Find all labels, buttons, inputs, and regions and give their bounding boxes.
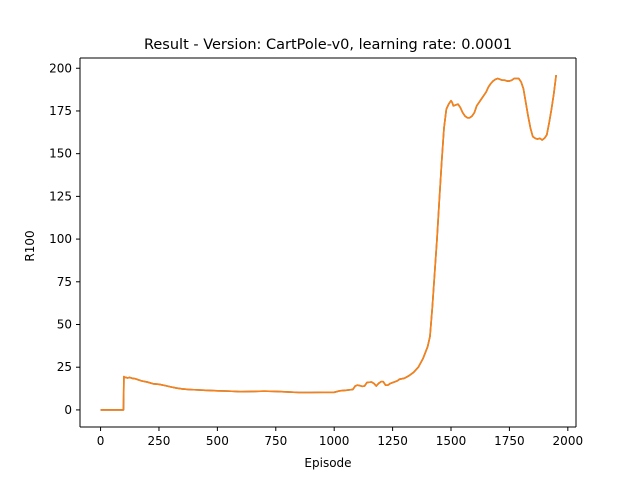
series-layer [100, 74, 557, 411]
series-line-0 [100, 74, 557, 411]
plot-area [80, 58, 576, 427]
y-tick-label: 150 [49, 147, 72, 161]
axis-frame [79, 57, 577, 428]
x-axis-title: Episode [304, 456, 351, 470]
y-tick-label: 125 [49, 189, 72, 203]
chart-title: Result - Version: CartPole-v0, learning … [144, 37, 512, 53]
x-tick-label: 1500 [436, 434, 467, 448]
y-tick-label: 200 [49, 61, 72, 75]
y-tick-label: 50 [57, 318, 72, 332]
y-tick-label: 175 [49, 104, 72, 118]
x-tick-label: 250 [148, 434, 171, 448]
y-tick-label: 100 [49, 232, 72, 246]
x-tick-label: 2000 [553, 434, 584, 448]
x-tick-label: 1250 [377, 434, 408, 448]
y-tick-label: 25 [57, 360, 72, 374]
x-tick-label: 1750 [494, 434, 525, 448]
x-tick-label: 1000 [319, 434, 350, 448]
x-tick-label: 0 [97, 434, 105, 448]
x-axis-ticks: 0 250 500 750 1000 1250 1500 1750 2000 [97, 427, 583, 448]
y-tick-label: 75 [57, 275, 72, 289]
y-axis-title: R100 [23, 230, 37, 261]
y-axis-ticks: 0 25 50 75 100 125 150 175 200 [49, 61, 80, 417]
x-tick-label: 750 [264, 434, 287, 448]
x-tick-label: 500 [206, 434, 229, 448]
y-tick-label: 0 [64, 403, 72, 417]
